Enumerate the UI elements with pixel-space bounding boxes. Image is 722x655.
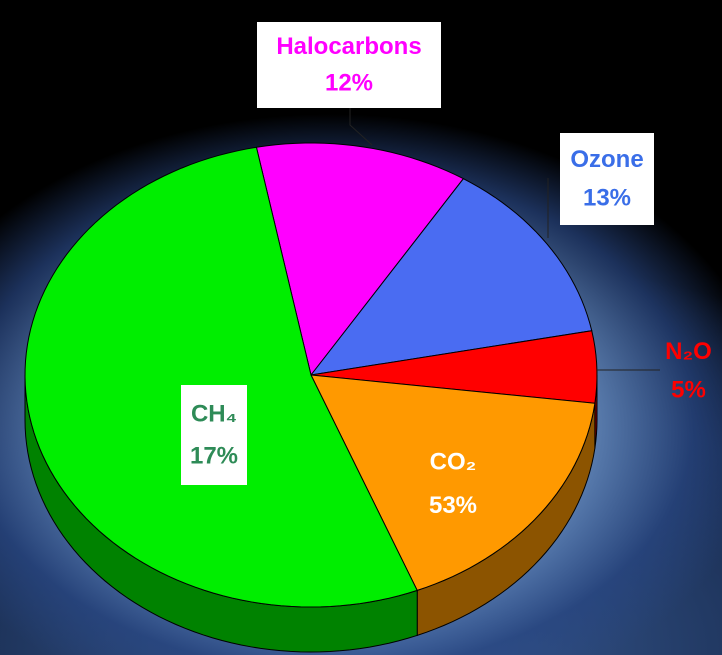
value-label: 17% xyxy=(190,442,238,469)
slice xyxy=(255,142,465,377)
value-label: 13% xyxy=(583,185,631,212)
slice-label: Ozone xyxy=(570,146,643,173)
label-box xyxy=(418,432,488,536)
slice xyxy=(310,330,598,404)
slice-label: CH₄ xyxy=(191,400,237,427)
slice-label: Halocarbons xyxy=(276,33,421,60)
slice-label: N₂O xyxy=(665,338,712,365)
slice xyxy=(309,178,593,376)
value-label: 5% xyxy=(671,377,706,404)
label-box xyxy=(257,22,441,108)
label-box xyxy=(560,133,654,225)
slice xyxy=(24,146,418,608)
value-label: 12% xyxy=(325,69,373,96)
label-box xyxy=(181,385,247,485)
value-label: 53% xyxy=(429,492,477,519)
slice-label: CO₂ xyxy=(430,449,477,476)
leader-line xyxy=(349,108,373,146)
